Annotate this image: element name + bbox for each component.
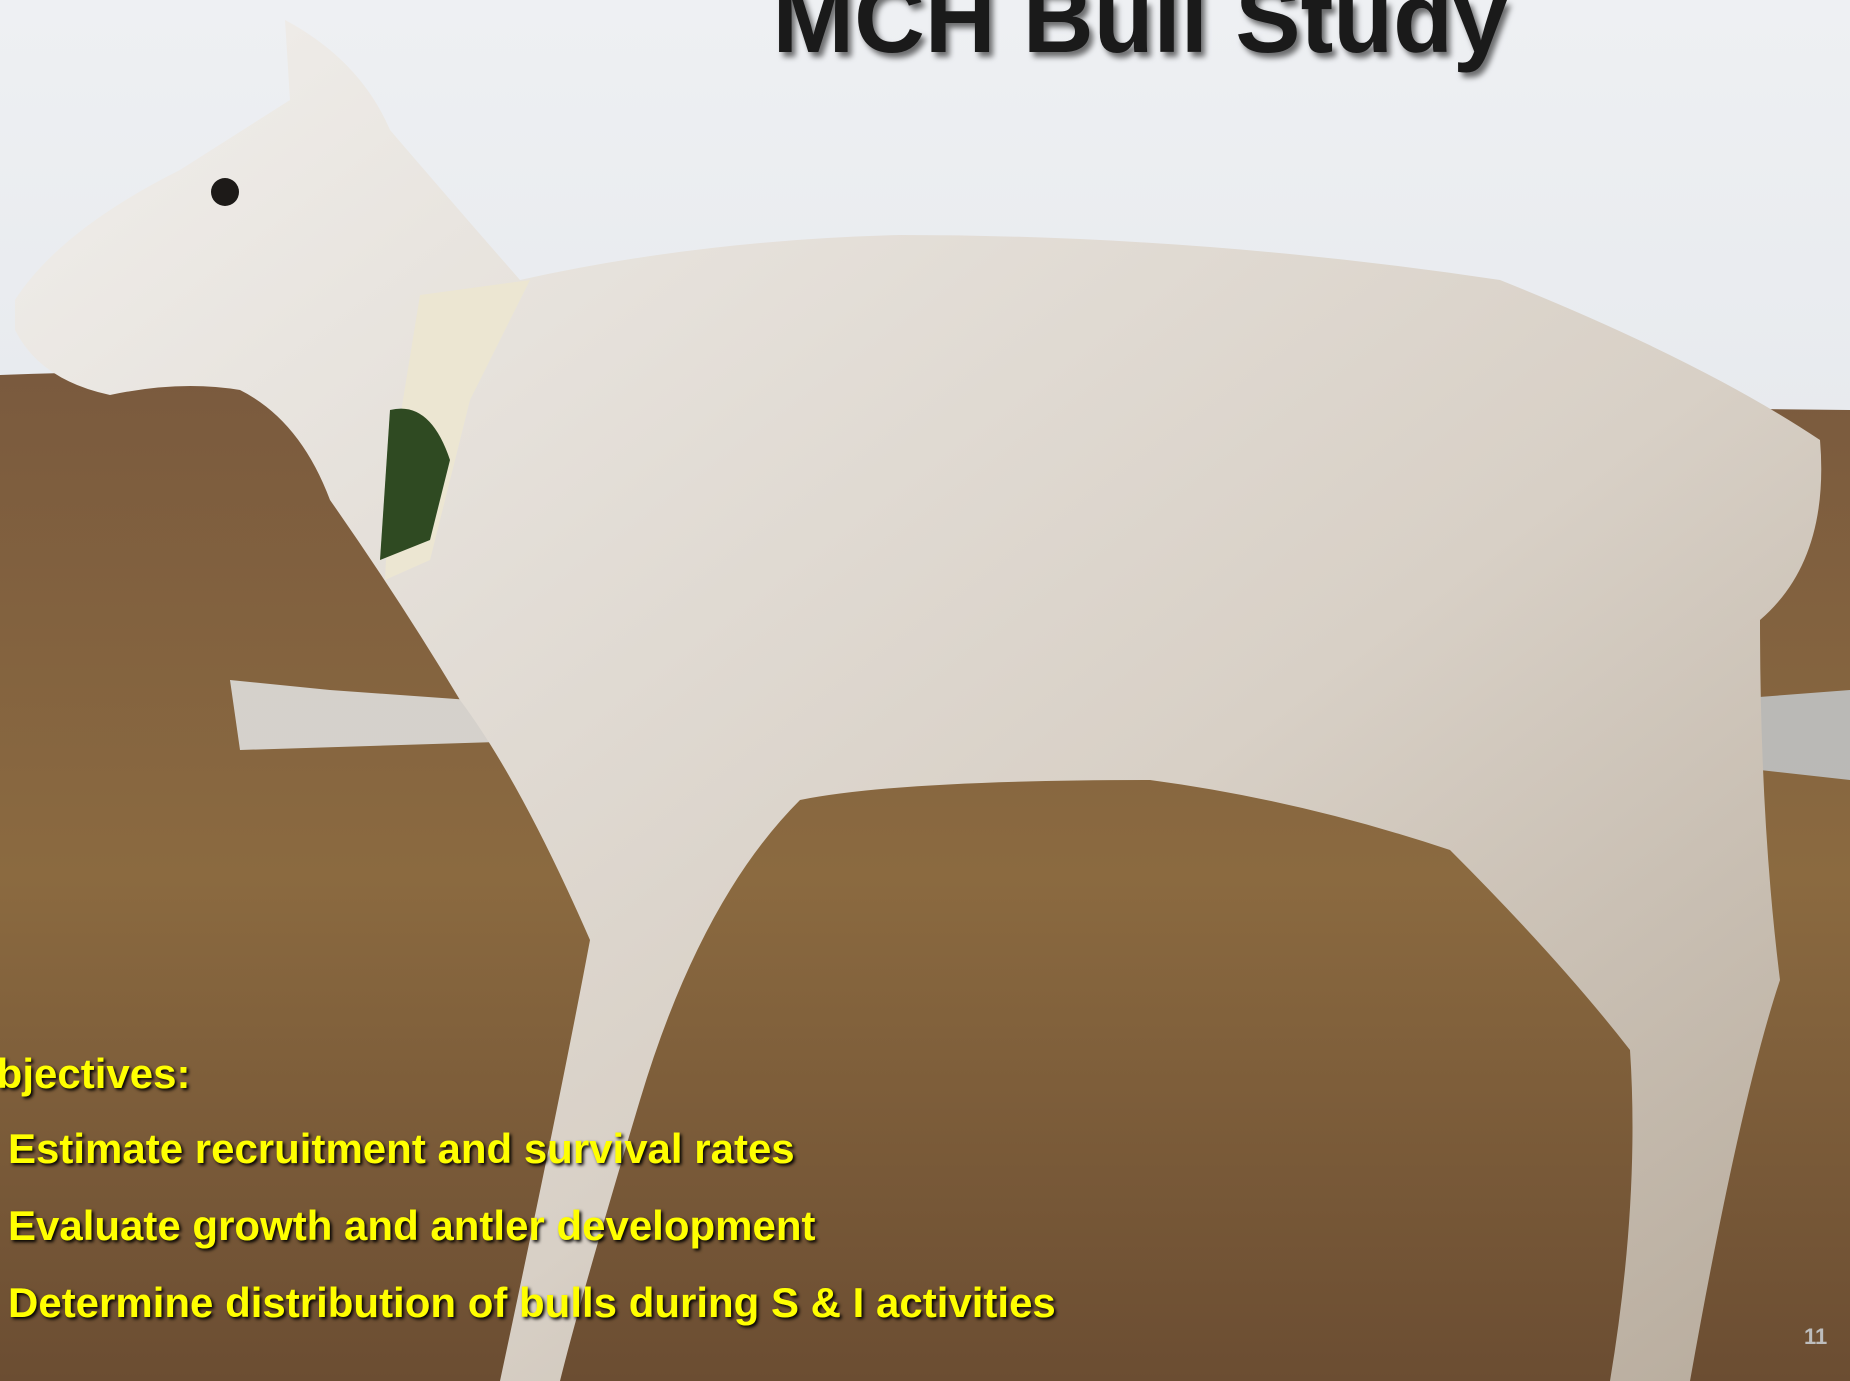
bullet-item: Estimate recruitment and survival rates bbox=[8, 1125, 795, 1173]
page-number: 11 bbox=[1804, 1324, 1827, 1350]
slide-title: MCH Bull Study bbox=[0, 0, 1850, 75]
slide: MCH Bull Study Objectives: Estimate recr… bbox=[0, 0, 1850, 1381]
bullet-item: Determine distribution of bulls during S… bbox=[8, 1279, 1056, 1327]
bullet-item: Evaluate growth and antler development bbox=[8, 1202, 816, 1250]
background-photo bbox=[0, 0, 1850, 1381]
objectives-heading: Objectives: bbox=[0, 1050, 190, 1098]
